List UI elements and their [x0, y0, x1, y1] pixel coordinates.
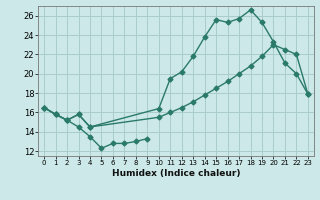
X-axis label: Humidex (Indice chaleur): Humidex (Indice chaleur)	[112, 169, 240, 178]
